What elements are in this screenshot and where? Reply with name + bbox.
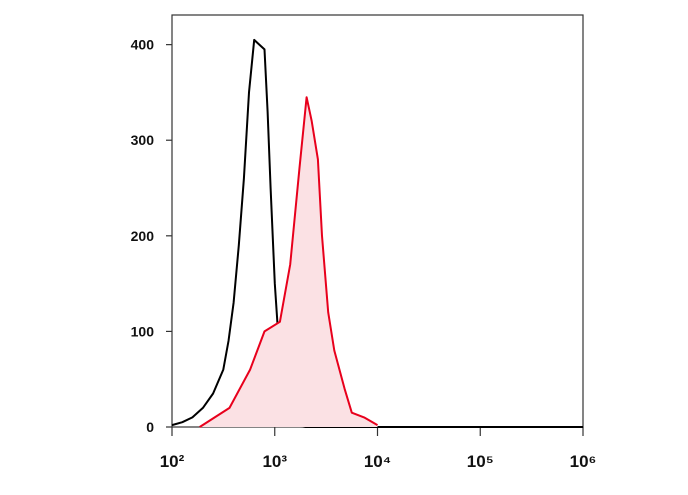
x-tick-label: 10⁶: [570, 452, 597, 471]
y-tick-label: 200: [131, 228, 155, 244]
y-tick-label: 400: [131, 37, 155, 53]
plot-frame: [171, 14, 584, 428]
x-tick-label: 10³: [262, 452, 287, 471]
y-tick-label: 100: [131, 323, 155, 339]
y-tick-label: 300: [131, 132, 155, 148]
line: [199, 96, 378, 428]
x-tick-label: 10²: [160, 452, 185, 471]
y-tick-label: 0: [146, 419, 154, 435]
area: [199, 97, 378, 427]
x-tick-label: 10⁵: [467, 452, 494, 471]
x-tick-label: 10⁴: [364, 452, 391, 471]
line: [171, 38, 583, 428]
